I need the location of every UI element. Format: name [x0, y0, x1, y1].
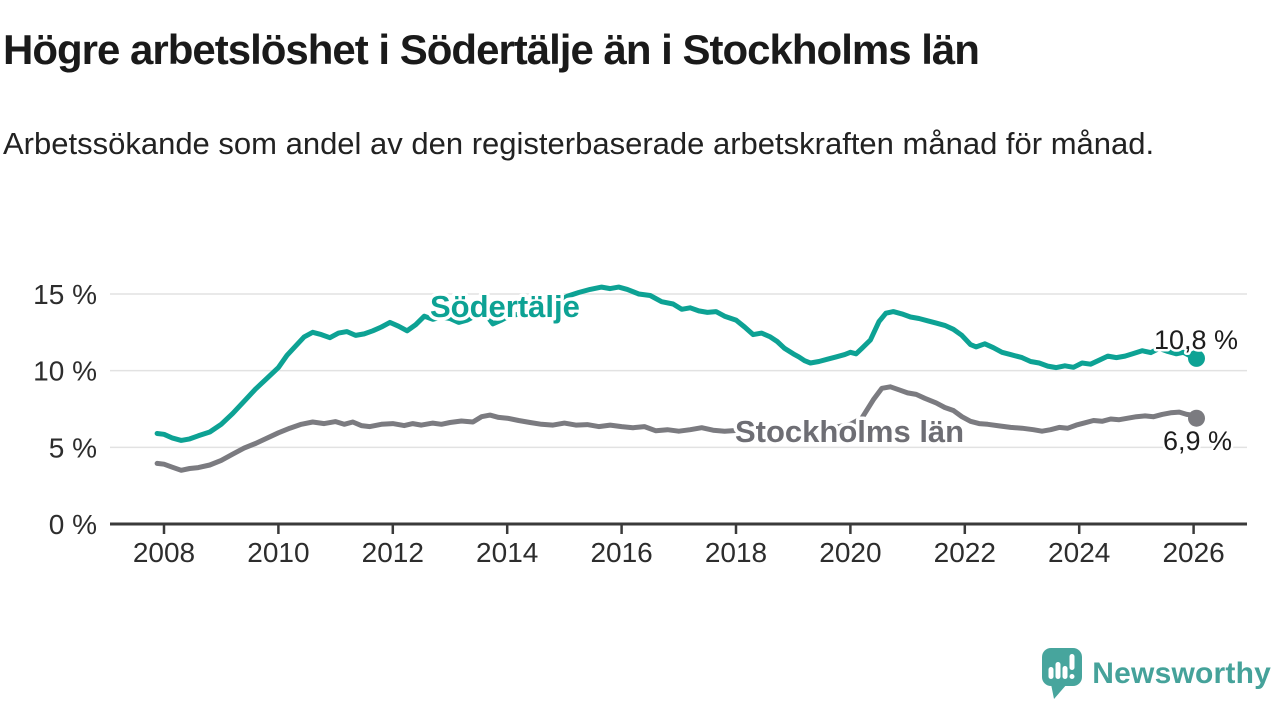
x-axis-label-2020: 2020 [819, 537, 881, 568]
chart-title: Högre arbetslöshet i Södertälje än i Sto… [3, 26, 980, 73]
bar-chart-glyph [1048, 662, 1068, 679]
x-axis-label-2012: 2012 [362, 537, 424, 568]
x-axis-label-2010: 2010 [247, 537, 309, 568]
x-axis-label-2026: 2026 [1162, 537, 1224, 568]
s-dert-lje-label: Södertälje [430, 289, 580, 324]
newsworthy-logo-icon [1042, 648, 1083, 699]
x-axis-label-2018: 2018 [705, 537, 767, 568]
y-axis-label-5: 5 % [49, 432, 97, 463]
stockholms-l-n-line [154, 384, 1199, 473]
s-dert-lje-end-value: 10,8 % [1154, 325, 1238, 355]
exclamation-glyph [1069, 654, 1075, 679]
speech-bubble-shape [1042, 648, 1083, 686]
x-axis-label-2008: 2008 [133, 537, 195, 568]
chart-subtitle: Arbetssökande som andel av den registerb… [3, 126, 1155, 161]
stockholms-l-n-label: Stockholms län [735, 414, 964, 449]
s-dert-lje-line [154, 284, 1199, 443]
y-axis-label-15: 15 % [33, 279, 97, 310]
s-dert-lje-end-dot [1188, 349, 1205, 367]
speech-bubble-tail [1051, 684, 1068, 699]
stockholms-l-n-end-value: 6,9 % [1163, 426, 1232, 456]
x-axis-label-2022: 2022 [934, 537, 996, 568]
y-axis-label-10: 10 % [33, 356, 97, 387]
y-axis-label-0: 0 % [49, 509, 97, 540]
x-axis-label-2016: 2016 [590, 537, 652, 568]
x-axis-label-2024: 2024 [1048, 537, 1110, 568]
newsworthy-logo: Newsworthy [1041, 648, 1271, 700]
newsworthy-logo-text: Newsworthy [1092, 657, 1271, 690]
stockholms-l-n-end-dot [1188, 409, 1205, 427]
x-axis-label-2014: 2014 [476, 537, 538, 568]
